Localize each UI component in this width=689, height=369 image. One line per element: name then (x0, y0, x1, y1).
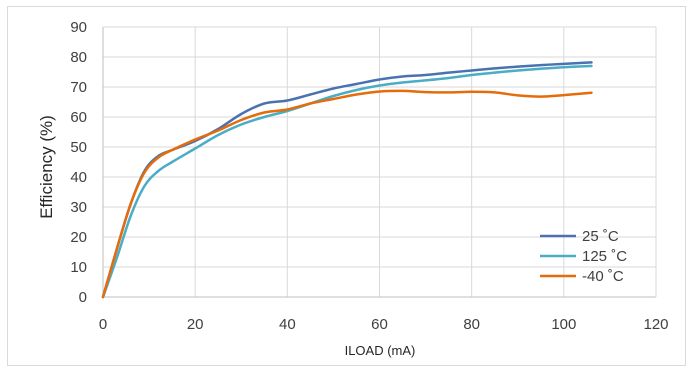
y-tick-labels: 0 10 20 30 40 50 60 70 80 90 (70, 19, 87, 306)
x-tick-label: 40 (279, 316, 296, 333)
x-tick-label: 80 (463, 316, 480, 333)
y-tick-label: 50 (70, 139, 87, 156)
x-tick-labels: 0 20 40 60 80 100 120 (99, 316, 669, 333)
x-tick-label: 60 (371, 316, 388, 333)
axes (102, 27, 656, 298)
x-tick-label: 20 (187, 316, 204, 333)
y-tick-label: 90 (70, 19, 87, 36)
y-axis-label: Efficiency (%) (37, 115, 56, 219)
y-tick-label: 10 (70, 259, 87, 276)
y-tick-label: 70 (70, 79, 87, 96)
legend-entry-label: -40 ˚C (582, 268, 624, 285)
series-line-2 (101, 64, 593, 299)
series-line-1 (101, 61, 593, 299)
series-lines (101, 61, 593, 299)
x-axis-label: ILOAD (mA) (345, 343, 416, 358)
y-tick-label: 40 (70, 169, 87, 186)
y-tick-label: 60 (70, 109, 87, 126)
y-tick-label: 80 (70, 49, 87, 66)
x-tick-label: 0 (99, 316, 107, 333)
y-tick-label: 20 (70, 229, 87, 246)
grid-lines (103, 26, 657, 297)
legend-entry-label: 125 ˚C (582, 248, 627, 265)
y-tick-label: 0 (79, 289, 87, 306)
x-tick-label: 120 (643, 316, 668, 333)
legend: 25 ˚C 125 ˚C -40 ˚C (540, 228, 627, 285)
series-line-3 (101, 89, 593, 299)
legend-entry-label: 25 ˚C (582, 228, 619, 245)
y-tick-label: 30 (70, 199, 87, 216)
x-tick-label: 100 (551, 316, 576, 333)
